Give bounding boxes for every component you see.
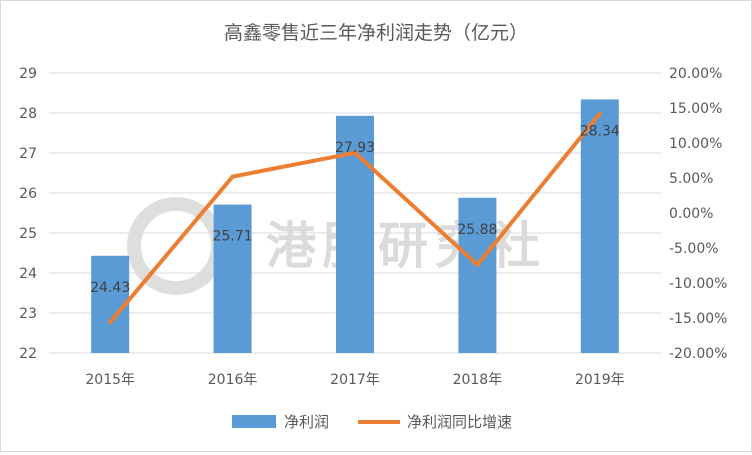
bar-data-label: 25.71 xyxy=(213,229,253,245)
right-tick-label: -5.00% xyxy=(669,241,719,257)
bar-data-label: 27.93 xyxy=(335,140,375,156)
left-axis: 22 23 24 25 26 27 28 29 xyxy=(19,66,37,362)
bar-data-label: 24.43 xyxy=(90,280,130,296)
right-tick-label: -15.00% xyxy=(669,311,727,327)
right-tick-label: 20.00% xyxy=(669,66,722,82)
data-labels: 24.43 25.71 27.93 25.88 28.34 xyxy=(90,123,620,295)
left-tick-label: 28 xyxy=(19,106,37,122)
x-tick-label: 2019年 xyxy=(575,372,625,388)
x-tick-label: 2015年 xyxy=(85,372,135,388)
legend-swatch-bar xyxy=(232,415,276,428)
bar-data-label: 25.88 xyxy=(457,222,497,238)
x-tick-label: 2018年 xyxy=(453,372,503,388)
line-point xyxy=(597,111,602,116)
right-tick-label: -20.00% xyxy=(669,346,727,362)
line-point xyxy=(230,174,235,179)
x-tick-label: 2017年 xyxy=(330,372,380,388)
x-axis: 2015年 2016年 2017年 2018年 2019年 xyxy=(85,372,624,388)
right-tick-label: 10.00% xyxy=(669,136,722,152)
left-tick-label: 27 xyxy=(19,146,37,162)
left-tick-label: 22 xyxy=(19,346,37,362)
chart-title: 高鑫零售近三年净利润走势（亿元） xyxy=(224,22,528,44)
legend: 净利润 净利润同比增速 xyxy=(232,413,512,431)
left-tick-label: 26 xyxy=(19,186,37,202)
right-tick-label: 5.00% xyxy=(669,171,713,187)
right-axis: -20.00% -15.00% -10.00% -5.00% 0.00% 5.00% 10.… xyxy=(669,66,727,362)
x-tick-label: 2016年 xyxy=(208,372,258,388)
bar-data-label: 28.34 xyxy=(580,123,620,139)
left-tick-label: 29 xyxy=(19,66,37,82)
line-point xyxy=(353,150,357,155)
right-tick-label: 15.00% xyxy=(669,101,722,117)
bar xyxy=(580,99,619,354)
bar xyxy=(213,204,252,353)
bar xyxy=(458,197,497,353)
line-point xyxy=(108,320,113,325)
legend-label-growth: 净利润同比增速 xyxy=(407,413,512,431)
line-series xyxy=(108,111,602,325)
left-tick-label: 25 xyxy=(19,226,37,242)
right-tick-label: -10.00% xyxy=(669,276,727,292)
right-tick-label: 0.00% xyxy=(669,206,713,222)
line-point xyxy=(475,262,480,267)
watermark-text: 港股研究社 xyxy=(266,217,546,275)
left-tick-label: 23 xyxy=(19,306,37,322)
legend-label-net-profit: 净利润 xyxy=(284,413,329,431)
left-tick-label: 24 xyxy=(19,266,37,282)
